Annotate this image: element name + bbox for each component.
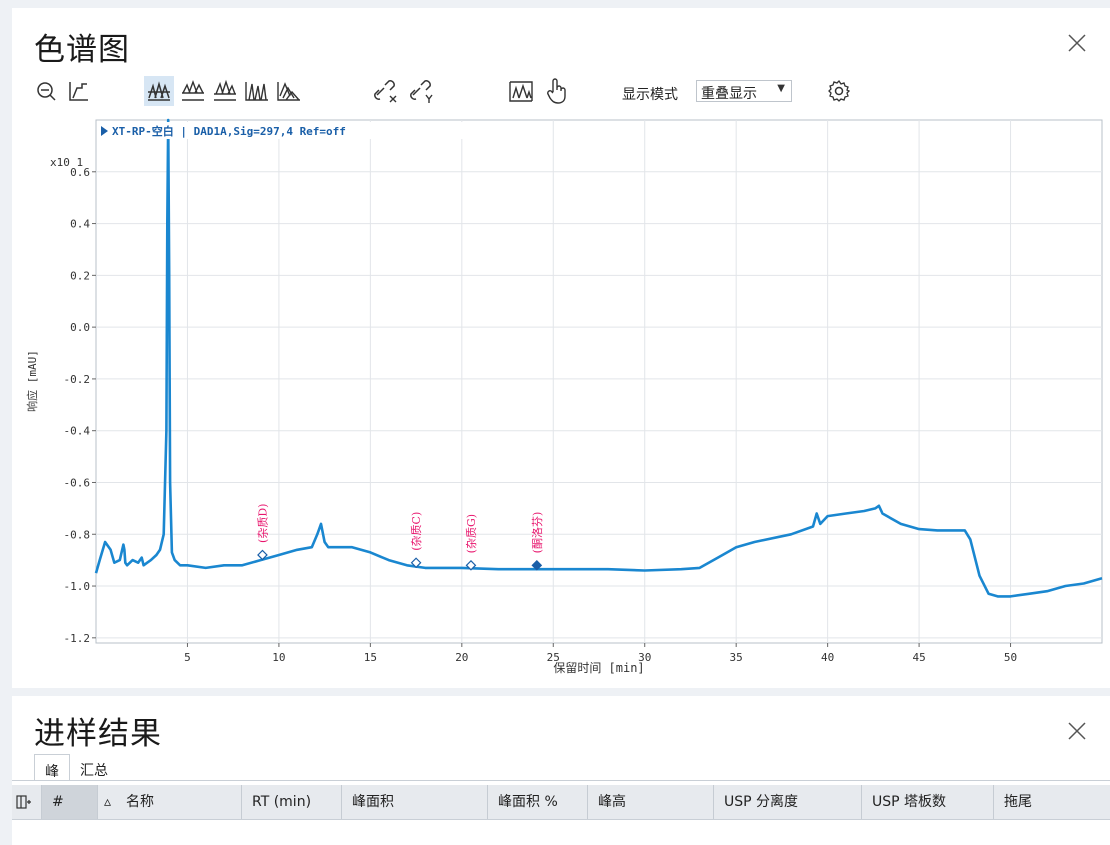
column-header-name[interactable]: 名称 xyxy=(116,785,242,819)
y-tick-label: -1.0 xyxy=(64,580,91,593)
tab-divider xyxy=(12,780,1110,781)
column-chooser-icon xyxy=(16,795,31,809)
peak-annotation-label: (杂质C) xyxy=(410,512,423,551)
zoom-out-button[interactable] xyxy=(32,76,62,106)
column-header-number[interactable]: # xyxy=(42,785,98,819)
x-tick-label: 15 xyxy=(364,651,377,664)
signal-label-background xyxy=(98,122,518,139)
stack-offset-icon xyxy=(214,79,236,101)
link-x-icon xyxy=(374,80,397,103)
y-tick-label: -0.2 xyxy=(64,373,91,386)
results-panel: 进样结果 峰 汇总 # ▵ 名称 RT (min) 峰面积 峰面积 % 峰高 U… xyxy=(12,696,1110,845)
signal-label: XT-RP-空白 | DAD1A,Sig=297,4 Ref=off xyxy=(112,124,346,138)
column-header-tailing[interactable]: 拖尾 xyxy=(1004,794,1032,810)
results-close-button[interactable] xyxy=(1066,720,1088,742)
x-tick-label: 50 xyxy=(1004,651,1017,664)
display-mode-value: 重叠显示 xyxy=(701,86,757,102)
zoom-out-icon xyxy=(37,82,56,101)
stack-mode-button[interactable] xyxy=(178,76,208,106)
y-tick-label: -1.2 xyxy=(64,632,91,645)
results-panel-title: 进样结果 xyxy=(34,716,162,752)
y-tick-label: -0.8 xyxy=(64,528,91,541)
isometric-icon xyxy=(245,82,268,101)
column-header-peak-area[interactable]: 峰面积 xyxy=(342,785,488,819)
zoom-reset-icon xyxy=(69,82,88,101)
chromatogram-panel-title: 色谱图 xyxy=(34,32,130,68)
overlay-icon xyxy=(148,81,170,101)
tab-summary[interactable]: 汇总 xyxy=(80,763,108,779)
x-tick-label: 10 xyxy=(272,651,285,664)
column-header-rt[interactable]: RT (min) xyxy=(242,785,342,819)
expand-arrow-icon[interactable] xyxy=(101,126,108,136)
peak-marker[interactable] xyxy=(410,557,422,569)
stack-offset-button[interactable] xyxy=(210,76,240,106)
peak-marker[interactable] xyxy=(531,559,543,571)
x-tick-label: 40 xyxy=(821,651,834,664)
peak-label-button[interactable] xyxy=(506,76,536,106)
column-header-peak-area-percent[interactable]: 峰面积 % xyxy=(488,785,588,819)
column-header-usp-plates[interactable]: USP 塔板数 xyxy=(862,785,994,819)
close-icon xyxy=(1068,34,1086,52)
x-tick-label: 30 xyxy=(638,651,651,664)
x-tick-label: 20 xyxy=(455,651,468,664)
column-header-peak-height[interactable]: 峰高 xyxy=(588,785,714,819)
y-tick-label: -0.6 xyxy=(64,476,91,489)
link-x-button[interactable] xyxy=(370,76,400,106)
hand-pointer-icon xyxy=(547,78,566,104)
x-tick-label: 35 xyxy=(730,651,743,664)
display-mode-select[interactable]: 重叠显示 ▼ xyxy=(696,80,792,102)
peak-annotation-label: (杂质D) xyxy=(256,504,269,543)
link-y-button[interactable] xyxy=(406,76,436,106)
overlay-mode-button[interactable] xyxy=(144,76,174,106)
chromatogram-panel: 色谱图 显示模式 重叠显示 ▼ xyxy=(12,8,1110,688)
tab-peak[interactable]: 峰 xyxy=(34,754,70,780)
isometric-button[interactable] xyxy=(242,76,272,106)
hand-pointer-button[interactable] xyxy=(542,76,572,106)
stack-icon xyxy=(182,79,204,101)
y-tick-label: 0.4 xyxy=(70,218,90,231)
x-tick-label: 25 xyxy=(547,651,560,664)
zoom-reset-button[interactable] xyxy=(64,76,94,106)
y-scale-label: x10 1 xyxy=(50,156,83,169)
chromatogram-chart[interactable]: 5 10 15 20 25 30 35 40 45 50 0.6 0.4 0.2 0.0 -0.2 -0.4 -… xyxy=(12,8,1110,688)
peak-label-icon xyxy=(509,81,533,102)
close-icon xyxy=(1068,722,1086,740)
x-tick-label: 45 xyxy=(912,651,925,664)
y-axis-label: 响应 [mAU] xyxy=(25,350,39,412)
waterfall-icon xyxy=(277,82,300,101)
x-axis-label: 保留时间 [min] xyxy=(553,661,644,675)
peak-marker[interactable] xyxy=(257,549,268,561)
link-y-icon xyxy=(410,80,433,103)
peak-annotation-label: (酮洛芬) xyxy=(530,512,544,554)
peak-annotation-label: (杂质G) xyxy=(465,514,478,553)
peak-marker[interactable] xyxy=(465,559,477,571)
results-table-header: # ▵ 名称 RT (min) 峰面积 峰面积 % 峰高 USP 分离度 USP… xyxy=(12,785,1110,820)
signal-trace xyxy=(94,118,1103,598)
y-tick-label: -0.4 xyxy=(64,425,91,438)
gear-icon xyxy=(828,79,851,102)
y-tick-label: 0.0 xyxy=(70,321,90,334)
y-tick-label: 0.2 xyxy=(70,269,90,282)
x-tick-label: 5 xyxy=(184,651,191,664)
column-header-usp-resolution[interactable]: USP 分离度 xyxy=(714,785,862,819)
sort-indicator-icon: ▵ xyxy=(104,794,112,810)
column-chooser-button[interactable] xyxy=(12,785,42,819)
settings-button[interactable] xyxy=(824,76,854,106)
chevron-down-icon: ▼ xyxy=(777,83,785,94)
display-mode-label: 显示模式 xyxy=(622,87,678,103)
y-tick-label: 0.6 xyxy=(70,166,90,179)
chromatogram-close-button[interactable] xyxy=(1066,32,1088,54)
waterfall-button[interactable] xyxy=(274,76,304,106)
